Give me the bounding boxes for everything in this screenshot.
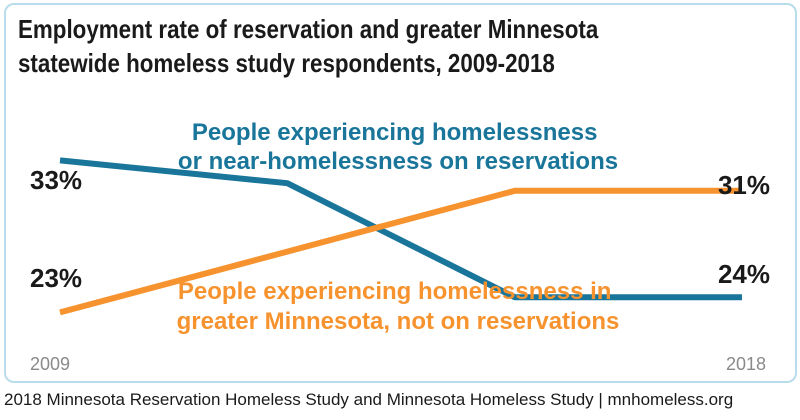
series-label-greater-minnesota-line-1: People experiencing homelessness in [178, 278, 612, 305]
series-label-reservations-line-1: People experiencing homelessness [192, 119, 598, 146]
series-label-greater-minnesota-line-2: greater Minnesota, not on reservations [177, 308, 620, 335]
chart-title-line-1: Employment rate of reservation and great… [18, 14, 599, 44]
value-label-greater-minnesota-start: 23% [30, 263, 82, 293]
series-label-reservations-line-2: or near-homelessness on reservations [178, 148, 618, 175]
source-footer: 2018 Minnesota Reservation Homeless Stud… [4, 390, 734, 409]
series-label-greater-minnesota: People experiencing homelessness in grea… [177, 278, 620, 335]
series-line-greater-minnesota [59, 187, 742, 316]
value-label-greater-minnesota-end: 31% [718, 170, 770, 200]
series-line-reservations [59, 157, 742, 301]
x-tick-label-2009: 2009 [30, 354, 70, 374]
chart-title: Employment rate of reservation and great… [18, 12, 620, 80]
series-label-reservations: People experiencing homelessness or near… [178, 119, 618, 175]
value-label-reservations-start: 33% [30, 165, 82, 195]
chart-title-line-2: statewide homeless study respondents, 20… [18, 48, 555, 78]
x-tick-label-2018: 2018 [726, 354, 766, 374]
value-label-reservations-end: 24% [718, 259, 770, 289]
